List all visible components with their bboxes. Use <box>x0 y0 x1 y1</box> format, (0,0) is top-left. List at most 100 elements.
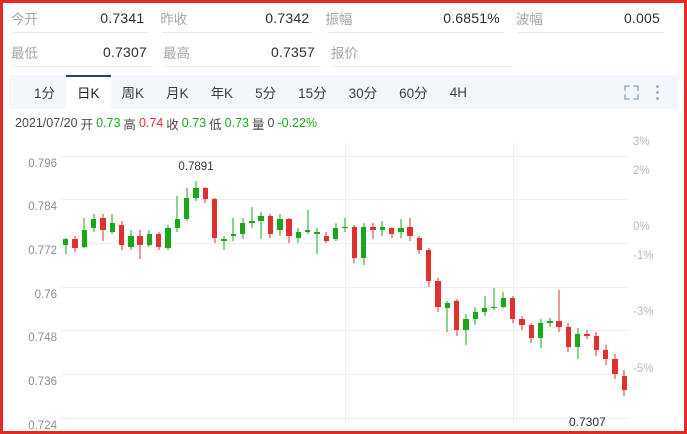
candlestick <box>565 143 572 423</box>
stat-label: 最高 <box>163 46 190 61</box>
candle-body <box>491 306 497 309</box>
candlestick <box>193 143 199 423</box>
tab-daily-k[interactable]: 日K <box>66 75 111 109</box>
ohlc-high-label: 高 <box>123 117 136 132</box>
candlestick <box>267 143 274 423</box>
ohlc-close-label: 收 <box>166 117 179 132</box>
stat-label: 波幅 <box>515 12 543 27</box>
candlestick <box>370 143 376 423</box>
candle-body <box>426 250 432 282</box>
candle-body <box>249 221 255 223</box>
plot-area[interactable]: 0.7891 0.7307 <box>61 143 629 429</box>
candlestick <box>165 143 171 423</box>
more-vertical-icon[interactable] <box>644 75 670 109</box>
last-price-label: 0.7307 <box>567 415 608 429</box>
tab-30min[interactable]: 30分 <box>348 86 378 101</box>
candlestick <box>174 143 181 423</box>
candlestick-chart[interactable]: 0.796 0.784 0.772 0.76 0.748 0.736 0.724 0.789… <box>9 135 678 431</box>
candlestick <box>202 143 209 423</box>
candle-body <box>267 215 274 234</box>
candle-wick <box>558 290 560 333</box>
candlestick <box>407 143 413 423</box>
fullscreen-icon[interactable] <box>618 75 644 109</box>
candlestick <box>398 143 404 423</box>
ohlc-close-value: 0.73 <box>181 116 207 130</box>
candlestick <box>156 143 162 423</box>
candle-body <box>565 326 572 347</box>
ohlc-low-value: 0.73 <box>224 116 249 130</box>
stat-label: 最低 <box>11 46 38 61</box>
y-axis-tick-label: 0.736 <box>28 375 57 388</box>
stat-cell-high: 最高 0.7357 <box>163 37 331 67</box>
candle-body <box>211 199 218 238</box>
candle-wick <box>260 212 262 240</box>
candle-body <box>407 226 413 236</box>
candlestick <box>81 143 87 423</box>
candle-body <box>454 301 460 331</box>
candle-body <box>314 232 320 234</box>
candle-body <box>500 297 506 307</box>
candle-body <box>277 219 283 231</box>
candlestick <box>454 143 460 423</box>
tabbar-left-pad <box>9 75 23 109</box>
candle-body <box>528 324 534 338</box>
tab-4h[interactable]: 4H <box>449 84 467 100</box>
tab-weekly-k[interactable]: 周K <box>121 86 145 101</box>
candlestick <box>509 143 516 423</box>
candle-body <box>388 228 395 234</box>
candle-body <box>193 188 199 198</box>
candle-body <box>584 333 590 336</box>
candlestick <box>323 143 330 423</box>
tab-monthly-k[interactable]: 月K <box>166 86 189 101</box>
candlestick <box>351 143 357 423</box>
candlestick <box>360 143 367 423</box>
candle-body <box>332 228 339 240</box>
y-axis-percent-tick-label: 3% <box>633 136 650 149</box>
candlestick <box>491 143 497 423</box>
ohlc-high-value: 0.74 <box>138 116 164 130</box>
candlestick <box>537 143 544 423</box>
gridline-vertical <box>513 143 514 423</box>
candlestick <box>472 143 479 423</box>
candlestick <box>314 143 320 423</box>
candlestick <box>426 143 432 423</box>
high-price-annotation: 0.7891 <box>178 160 214 173</box>
tab-60min[interactable]: 60分 <box>399 86 428 101</box>
candle-body <box>221 239 227 241</box>
candle-body <box>184 197 190 220</box>
stat-cell-prev-close: 昨收 0.7342 <box>160 3 325 33</box>
candle-wick <box>65 237 67 254</box>
candle-wick <box>344 217 346 233</box>
y-axis-percent-tick-label: -5% <box>633 362 654 375</box>
tab-yearly-k[interactable]: 年K <box>210 86 234 101</box>
candlestick <box>547 143 553 423</box>
tabbar-right-pad <box>670 75 678 109</box>
y-axis-price: 0.796 0.784 0.772 0.76 0.748 0.736 0.724 <box>9 143 57 431</box>
candle-body <box>72 239 78 249</box>
candle-body <box>444 303 451 309</box>
y-axis-percent-tick-label: -1% <box>633 249 654 262</box>
candlestick <box>519 143 525 423</box>
tab-1min[interactable]: 1分 <box>34 86 56 101</box>
ohlc-low-label: 低 <box>209 117 222 132</box>
candle-wick <box>446 301 448 333</box>
candle-body <box>575 333 581 347</box>
candlestick <box>481 143 488 423</box>
candlestick <box>90 143 97 423</box>
stat-value: 0.6851% <box>443 10 500 26</box>
candle-wick <box>484 295 486 316</box>
candle-body <box>258 215 264 222</box>
candle-body <box>416 237 423 251</box>
stat-cell-range: 波幅 0.005 <box>516 3 676 33</box>
candlestick <box>100 143 106 423</box>
candle-body <box>156 233 162 247</box>
candlestick <box>444 143 451 423</box>
candle-body <box>593 335 600 351</box>
candle-body <box>109 223 115 233</box>
tab-15min[interactable]: 15分 <box>298 86 327 101</box>
tab-5min[interactable]: 5分 <box>255 86 277 101</box>
candle-wick <box>372 223 374 240</box>
stat-label: 振幅 <box>325 12 353 27</box>
candle-body <box>62 239 69 245</box>
candle-body <box>621 375 628 391</box>
